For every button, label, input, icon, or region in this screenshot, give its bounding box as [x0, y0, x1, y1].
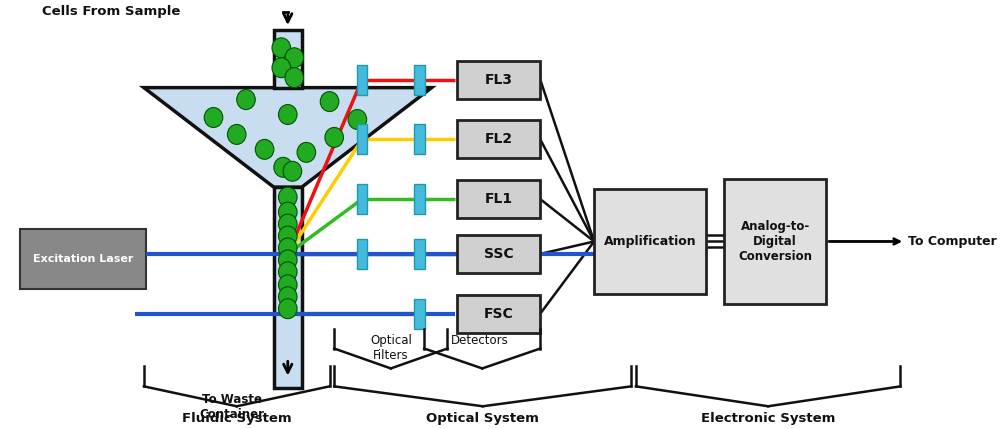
Bar	[414, 299, 425, 329]
Circle shape	[278, 287, 297, 307]
Circle shape	[237, 90, 255, 109]
Text: SSC: SSC	[484, 247, 513, 261]
Text: To Computer: To Computer	[908, 235, 997, 248]
Bar	[457, 235, 540, 273]
Circle shape	[255, 139, 274, 159]
Bar	[357, 184, 367, 214]
Text: FL3: FL3	[484, 73, 512, 87]
Bar	[594, 189, 706, 294]
Text: FL1: FL1	[484, 192, 513, 206]
Text: Excitation Laser: Excitation Laser	[33, 254, 133, 264]
Circle shape	[278, 238, 297, 258]
Bar	[457, 180, 540, 218]
Circle shape	[278, 214, 297, 234]
Bar	[357, 239, 367, 269]
Text: Detectors: Detectors	[451, 334, 509, 347]
Circle shape	[278, 187, 297, 207]
Text: Cells From Sample: Cells From Sample	[42, 6, 180, 18]
Bar	[457, 295, 540, 332]
Circle shape	[278, 202, 297, 222]
Bar	[457, 121, 540, 158]
Circle shape	[283, 161, 302, 181]
Bar	[414, 124, 425, 154]
Text: Fluidic System: Fluidic System	[182, 412, 292, 425]
Circle shape	[320, 92, 339, 112]
Circle shape	[278, 262, 297, 282]
Circle shape	[278, 275, 297, 295]
Circle shape	[227, 124, 246, 145]
Bar	[724, 179, 826, 304]
Circle shape	[278, 105, 297, 124]
Bar	[20, 229, 146, 289]
Text: Analog-to-
Digital
Conversion: Analog-to- Digital Conversion	[738, 220, 812, 263]
Text: To Waste
Container: To Waste Container	[200, 393, 265, 421]
Bar	[414, 65, 425, 95]
Bar	[414, 239, 425, 269]
Bar	[414, 184, 425, 214]
Circle shape	[325, 127, 343, 148]
Bar	[357, 65, 367, 95]
Circle shape	[285, 68, 304, 88]
Circle shape	[272, 58, 291, 78]
Bar	[274, 187, 302, 388]
Circle shape	[204, 108, 223, 127]
Polygon shape	[144, 88, 432, 187]
Text: Amplification: Amplification	[603, 235, 696, 248]
Circle shape	[285, 48, 304, 68]
Circle shape	[278, 226, 297, 246]
Text: FL2: FL2	[484, 133, 513, 146]
Bar	[457, 61, 540, 99]
Bar	[274, 30, 302, 88]
Circle shape	[297, 142, 316, 162]
Circle shape	[278, 299, 297, 319]
Circle shape	[348, 109, 367, 130]
Text: FSC: FSC	[484, 307, 513, 320]
Bar	[357, 124, 367, 154]
Circle shape	[274, 157, 292, 177]
Text: Optical System: Optical System	[426, 412, 539, 425]
Text: Optical
Filters: Optical Filters	[370, 334, 412, 362]
Circle shape	[278, 250, 297, 270]
Text: Electronic System: Electronic System	[701, 412, 835, 425]
Circle shape	[272, 38, 291, 58]
